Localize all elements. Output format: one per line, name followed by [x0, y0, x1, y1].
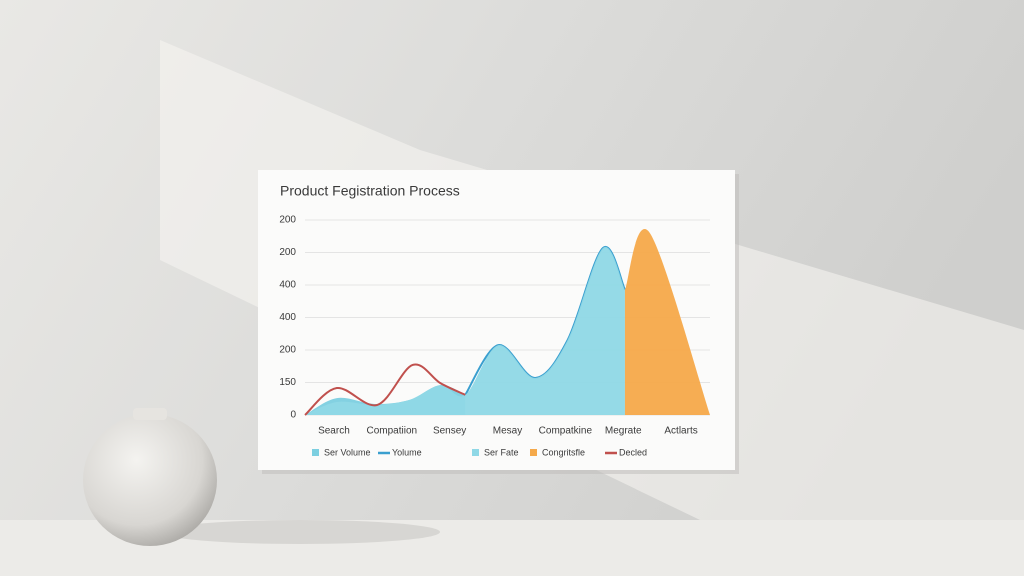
y-tick-label: 150: [279, 377, 296, 388]
y-tick-label: 200: [279, 247, 296, 258]
legend-swatch: [312, 449, 319, 456]
vase: [83, 414, 217, 546]
y-tick-label: 400: [279, 280, 296, 291]
x-tick-label: Compatkine: [539, 426, 593, 437]
x-tick-label: Sensey: [433, 426, 466, 437]
plot: 0 150 200 400 400 200 200 Search Compatiion Sense…: [279, 215, 710, 457]
x-tick-label: Search: [318, 426, 350, 437]
x-tick-label: Compatiion: [366, 426, 417, 437]
line: [304, 363, 466, 416]
x-tick-label: Megrate: [605, 426, 642, 437]
y-tick-label: 400: [279, 312, 296, 323]
y-tick-label: 0: [290, 410, 296, 421]
legend-label: Ser Volume: [324, 447, 371, 457]
legend-swatch: [530, 449, 537, 456]
x-tick-label: Actlarts: [664, 426, 697, 437]
vase-shadow: [160, 520, 440, 544]
x-tick-label: Mesay: [493, 426, 522, 437]
area: [305, 246, 625, 415]
legend-label: Yolume: [392, 447, 422, 457]
legend-swatch: [472, 449, 479, 456]
chart-title: Product Fegistration Process: [280, 183, 460, 199]
legend-label: Ser Fate: [484, 447, 519, 457]
y-tick-label: 200: [279, 215, 296, 226]
y-tick-label: 200: [279, 345, 296, 356]
legend-label: Decled: [619, 447, 647, 457]
vase-neck: [133, 408, 167, 420]
area: [624, 229, 710, 415]
legend-label: Congritsfle: [542, 447, 585, 457]
